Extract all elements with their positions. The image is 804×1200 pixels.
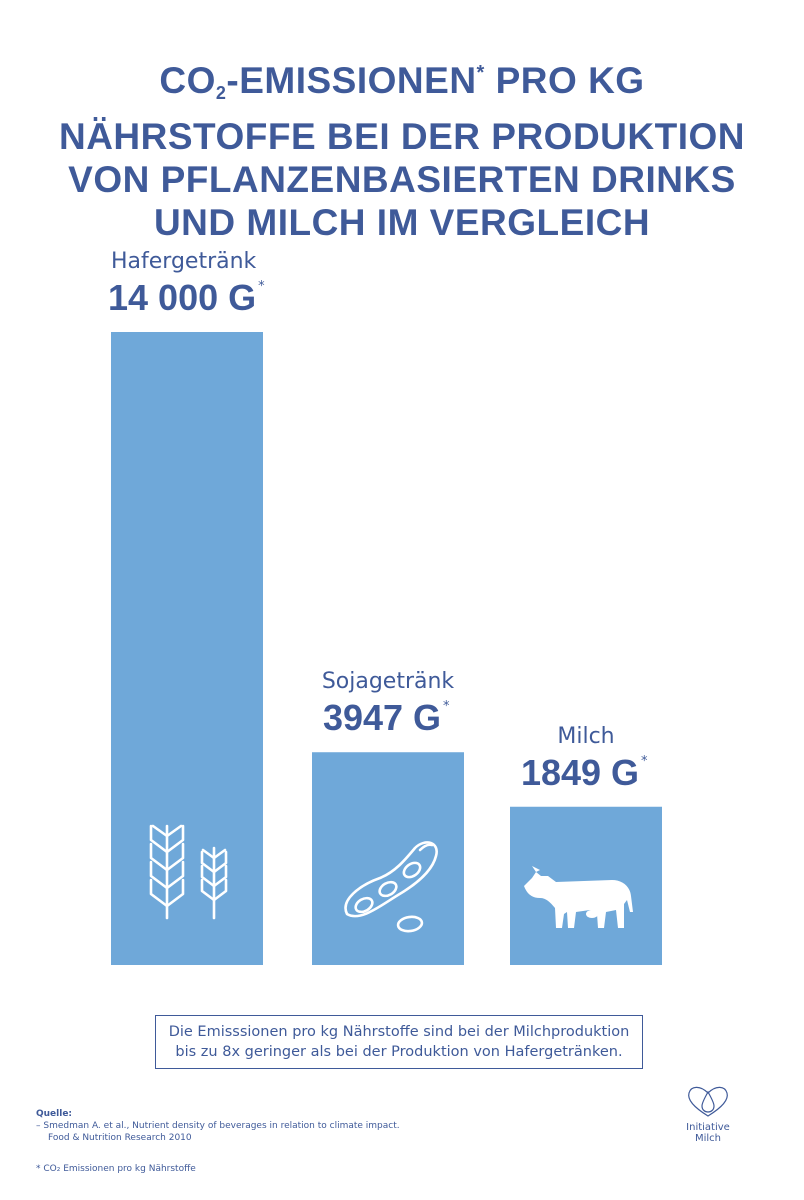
logo-line-2: Milch [694, 1133, 722, 1144]
heart-drop-icon [688, 1086, 728, 1117]
value-marker-milch: * [641, 754, 648, 769]
initiative-milch-logo: Initiative Milch [672, 1084, 744, 1144]
value-marker-soja: * [443, 699, 450, 714]
soybean-icon [344, 841, 438, 933]
title-line-3: VON PFLANZENBASIERTEN DRINKS [68, 159, 736, 200]
title-line-4: UND MILCH IM VERGLEICH [153, 202, 651, 243]
summary-note: Die Emisssionen pro kg Nährstoffe sind b… [155, 1015, 643, 1069]
chart-title: CO2-EMISSIONEN* PRO KG NÄHRSTOFFE BEI DE… [0, 52, 804, 244]
note-line-2: bis zu 8x geringer als bei der Produktio… [175, 1044, 623, 1060]
source-entry-line-1: – Smedman A. et al., Nutrient density of… [36, 1121, 400, 1131]
note-line-1: Die Emisssionen pro kg Nährstoffe sind b… [168, 1024, 630, 1040]
logo-line-1: Initiative [686, 1122, 730, 1133]
source-entry-line-2: Food & Nutrition Research 2010 [48, 1133, 192, 1143]
value-marker-hafer: * [258, 279, 265, 294]
wheat-icon [149, 824, 228, 920]
category-label-milch: Milch [557, 724, 614, 749]
title-line-2: NÄHRSTOFFE BEI DER PRODUKTION [58, 116, 745, 157]
bar-soja [312, 752, 464, 965]
source-citation: Quelle: – Smedman A. et al., Nutrient de… [36, 1108, 536, 1144]
footnote: * CO₂ Emissionen pro kg Nährstoffe [36, 1164, 196, 1174]
cow-icon [524, 866, 633, 928]
value-label-hafer: 14 000 G [108, 277, 256, 318]
category-label-soja: Sojagetränk [322, 669, 455, 694]
bar-hafer [111, 332, 263, 965]
category-label-hafer: Hafergetränk [111, 249, 257, 274]
value-label-soja: 3947 G [323, 697, 441, 738]
source-label: Quelle: [36, 1109, 73, 1119]
title-line-1: CO2-EMISSIONEN* PRO KG [159, 60, 645, 103]
value-label-milch: 1849 G [521, 752, 639, 793]
